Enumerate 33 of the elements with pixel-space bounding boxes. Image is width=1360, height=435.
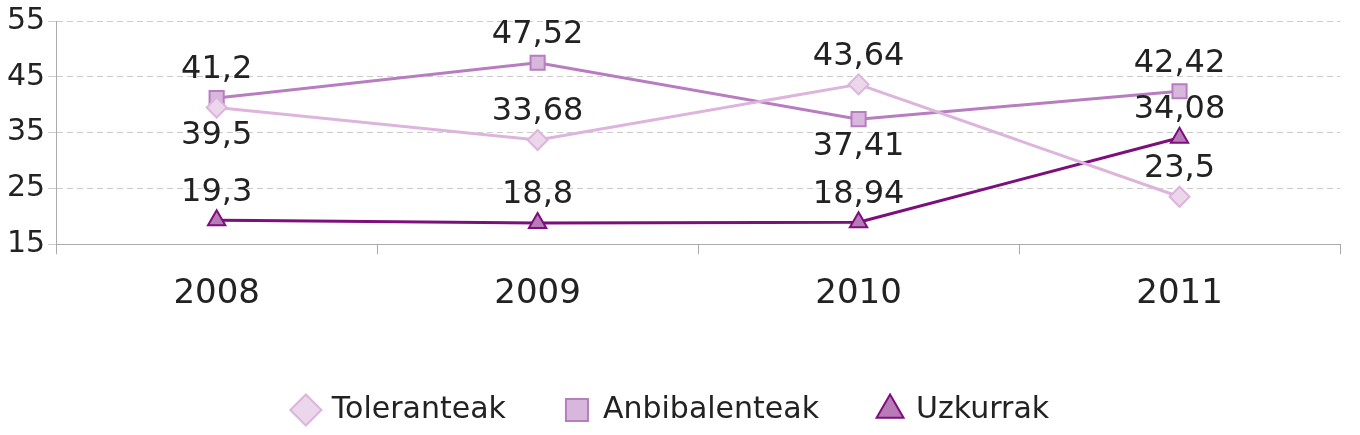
y-tick-label: 45 (6, 56, 46, 92)
data-label: 41,2 (181, 48, 253, 87)
data-label: 33,68 (491, 90, 584, 129)
x-tick-label: 2010 (815, 271, 902, 312)
legend-label: Uzkurrak (916, 389, 1050, 425)
legend-label: Toleranteak (330, 389, 507, 425)
point (847, 73, 870, 96)
y-tick-label: 55 (6, 0, 46, 36)
point (850, 111, 867, 128)
y-tick-label: 25 (6, 168, 46, 204)
point (205, 96, 228, 119)
data-label: 18,94 (812, 172, 905, 211)
x-tick-label: 2009 (494, 271, 581, 312)
point (527, 212, 548, 229)
data-label: 47,52 (491, 13, 584, 52)
data-label: 34,08 (1133, 88, 1226, 127)
data-label: 43,64 (812, 34, 905, 73)
x-tick-label: 2008 (173, 271, 260, 312)
y-tick-label: 35 (6, 112, 46, 148)
data-label: 19,3 (181, 170, 253, 209)
data-label: 37,41 (812, 125, 905, 164)
point (848, 211, 869, 229)
y-tick-label: 15 (6, 224, 46, 259)
legend-label: Anbibalenteak (602, 389, 820, 425)
data-label: 23,5 (1143, 147, 1216, 186)
point (526, 128, 549, 151)
data-label: 39,5 (181, 113, 253, 152)
x-tick-label: 2011 (1136, 271, 1223, 312)
data-label: 18,8 (501, 173, 574, 212)
point (529, 54, 546, 71)
point (206, 209, 227, 227)
point (1168, 185, 1191, 208)
data-label: 42,42 (1133, 41, 1226, 80)
